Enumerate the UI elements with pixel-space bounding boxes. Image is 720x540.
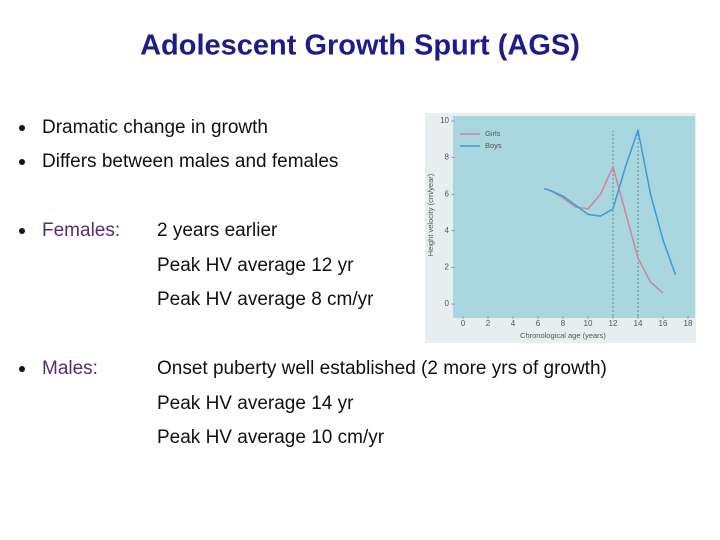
y-axis-label: Height velocity (cm/year) [426,173,435,256]
bullet [19,228,25,234]
section-label: Males: [42,358,98,379]
section-line: Peak HV average 12 yr [157,255,354,276]
x-tick-label: 8 [561,319,566,328]
x-tick-label: 14 [634,319,643,328]
section-line: Peak HV average 10 cm/yr [157,427,385,448]
series-line [544,129,677,275]
section-line: Peak HV average 8 cm/yr [157,289,374,310]
bullet [19,125,25,131]
bullet [19,366,25,372]
legend-label: Girls [485,129,501,138]
x-tick-label: 0 [461,319,466,328]
y-tick-label: 2 [445,263,450,272]
slide-title: Adolescent Growth Spurt (AGS) [140,30,580,62]
section-line: Peak HV average 14 yr [157,393,354,414]
x-tick-label: 6 [536,319,541,328]
section-line: Onset puberty well established (2 more y… [157,358,607,379]
plot-background [453,116,695,318]
bullet [19,159,25,165]
x-tick-label: 18 [684,319,693,328]
y-tick-label: 8 [445,153,450,162]
x-tick-label: 2 [486,319,491,328]
x-tick-label: 16 [659,319,668,328]
bullet-text: Differs between males and females [42,151,338,172]
y-tick-label: 4 [445,226,450,235]
section-label: Females: [42,220,120,241]
series-line [544,166,664,294]
x-axis-label: Chronological age (years) [520,331,606,340]
x-tick-label: 10 [584,319,593,328]
bullet-text: Dramatic change in growth [42,117,268,138]
y-tick-label: 10 [440,116,449,125]
y-tick-label: 6 [445,189,450,198]
chart: 0 2 4 6 8 10 0 2 4 6 8 10 12 14 16 18 Chronological age … [426,116,695,340]
y-tick-label: 0 [445,299,450,308]
x-tick-label: 4 [511,319,516,328]
x-tick-label: 12 [609,319,618,328]
section-line: 2 years earlier [157,220,278,241]
legend-label: Boys [485,141,502,150]
